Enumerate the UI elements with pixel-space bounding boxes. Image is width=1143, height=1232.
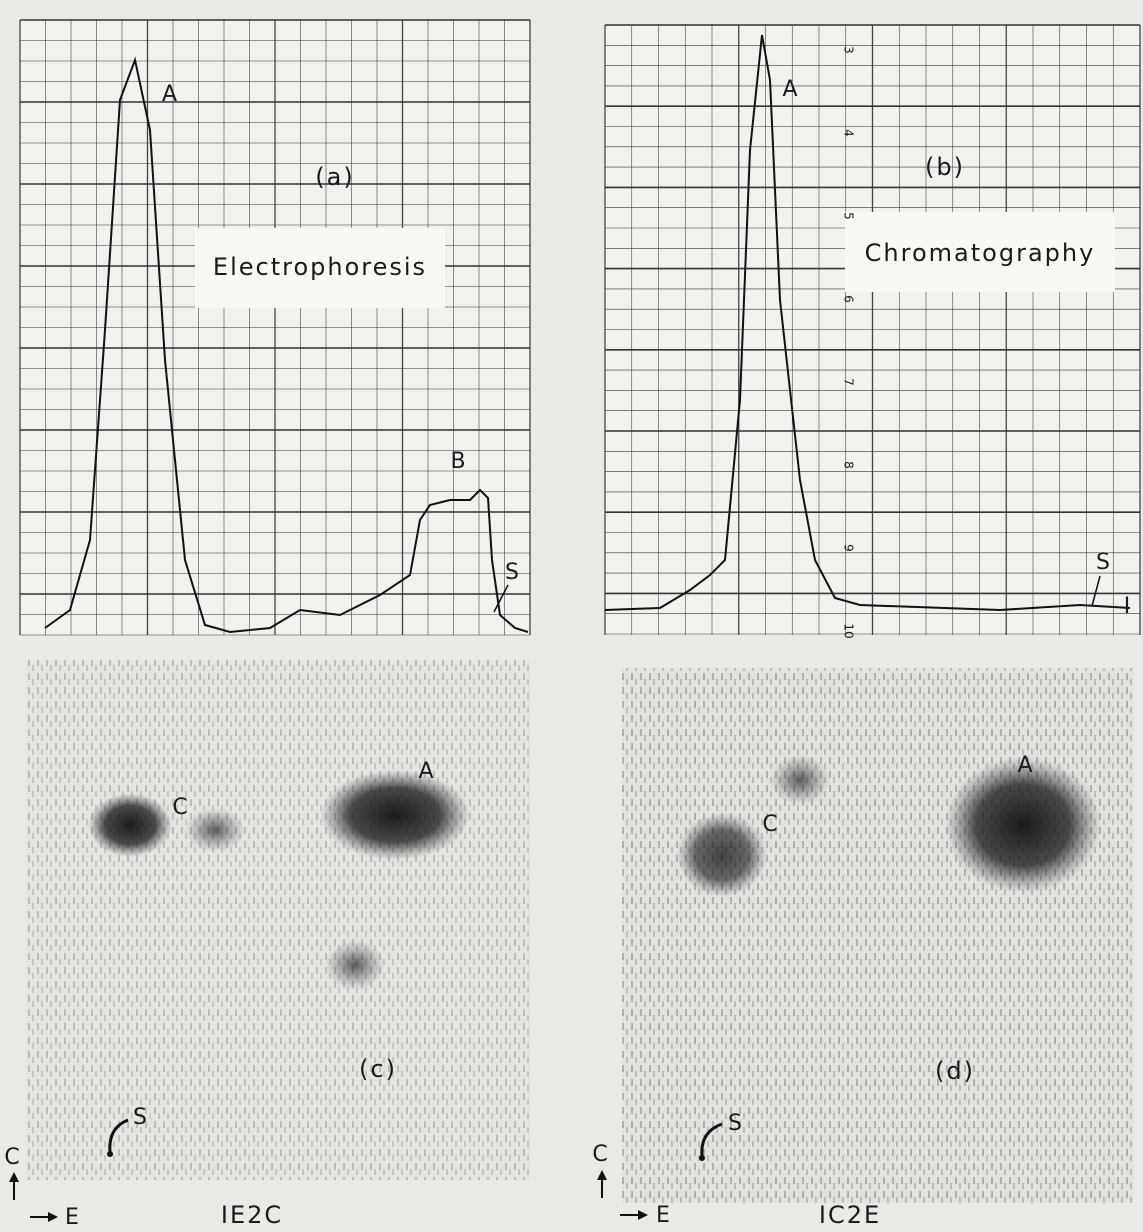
grid-a [19,19,531,636]
scale-label: 4 [842,129,856,137]
title-box-b [845,212,1115,292]
spot-a [320,770,470,860]
panel-title: Chromatography [865,239,1096,267]
trace-a [44,56,529,634]
end-label: I [1124,594,1131,619]
arrowhead [597,1170,607,1180]
axis-label: C [592,1142,607,1167]
peak-label: A [782,77,797,102]
scale-label: 5 [842,212,856,220]
start-arrow [108,1118,129,1153]
scale-label: 7 [842,378,856,386]
texture [25,660,530,1180]
trace-b [604,34,1131,612]
spot-faint [770,755,830,805]
panel-label: (c) [359,1055,397,1083]
arrowhead [9,1172,19,1182]
axis-label: C [4,1145,19,1170]
start-label: S [1096,550,1110,575]
axis-label: E [65,1205,79,1230]
peak-label: B [450,449,465,474]
spot-label: A [418,759,433,784]
spot-faint [325,940,385,990]
sample-code: IE2C [221,1201,283,1229]
start-pointer [493,584,509,613]
spot-c [677,813,767,897]
start-label: S [133,1105,147,1130]
scale-b: 3 4 5 6 7 8 9 10 [842,46,856,638]
panel-label: (b) [925,153,965,181]
origin-dot [107,1151,113,1157]
panel-label: (d) [935,1057,975,1085]
origin-dot [699,1155,705,1161]
arrowhead [638,1210,648,1220]
scale-label: 3 [842,46,856,54]
start-label: S [505,560,519,585]
start-pointer [1091,575,1101,607]
panel-label: (a) [315,163,354,191]
texture [622,668,1134,1203]
scale-label: 8 [842,461,856,469]
scale-label: 10 [842,623,856,638]
grid-b [604,24,1141,635]
arrowhead [48,1212,58,1222]
spot-label: C [762,812,777,837]
spot-faint [185,808,245,852]
spot-label: A [1017,753,1032,778]
spot-c [88,793,172,857]
panel-title: Electrophoresis [213,253,427,281]
axis-label: E [656,1203,670,1228]
spot-a [945,757,1101,893]
peak-label: A [162,82,177,107]
start-label: S [728,1111,742,1136]
scale-label: 9 [842,544,856,552]
title-box-a [195,228,445,308]
sample-code: IC2E [819,1201,881,1229]
start-arrow [700,1122,723,1157]
spot-label: C [172,795,187,820]
scale-label: 6 [842,295,856,303]
